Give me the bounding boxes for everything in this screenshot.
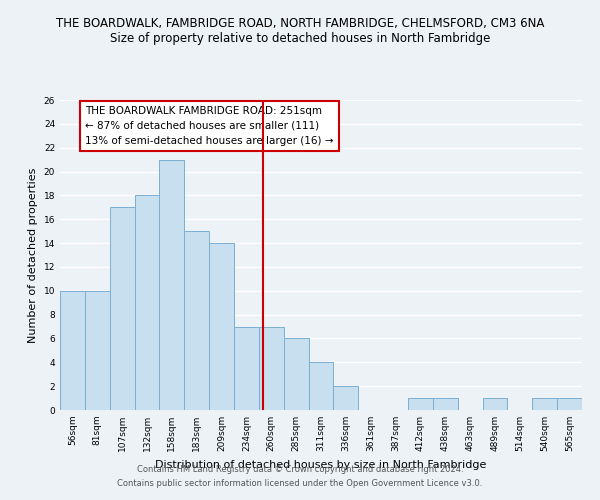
Bar — [85, 291, 110, 410]
Bar — [482, 398, 508, 410]
Text: Size of property relative to detached houses in North Fambridge: Size of property relative to detached ho… — [110, 32, 490, 45]
Bar — [284, 338, 308, 410]
Text: THE BOARDWALK, FAMBRIDGE ROAD, NORTH FAMBRIDGE, CHELMSFORD, CM3 6NA: THE BOARDWALK, FAMBRIDGE ROAD, NORTH FAM… — [56, 18, 544, 30]
X-axis label: Distribution of detached houses by size in North Fambridge: Distribution of detached houses by size … — [155, 460, 487, 469]
Text: Contains HM Land Registry data © Crown copyright and database right 2024.
Contai: Contains HM Land Registry data © Crown c… — [118, 466, 482, 487]
Bar — [160, 160, 184, 410]
Bar — [184, 231, 209, 410]
Bar — [408, 398, 433, 410]
Bar — [234, 326, 259, 410]
Bar — [110, 208, 134, 410]
Bar — [334, 386, 358, 410]
Bar — [433, 398, 458, 410]
Bar — [209, 243, 234, 410]
Bar — [532, 398, 557, 410]
Bar — [134, 196, 160, 410]
Y-axis label: Number of detached properties: Number of detached properties — [28, 168, 38, 342]
Text: THE BOARDWALK FAMBRIDGE ROAD: 251sqm
← 87% of detached houses are smaller (111)
: THE BOARDWALK FAMBRIDGE ROAD: 251sqm ← 8… — [85, 106, 334, 146]
Bar — [60, 291, 85, 410]
Bar — [259, 326, 284, 410]
Bar — [308, 362, 334, 410]
Bar — [557, 398, 582, 410]
